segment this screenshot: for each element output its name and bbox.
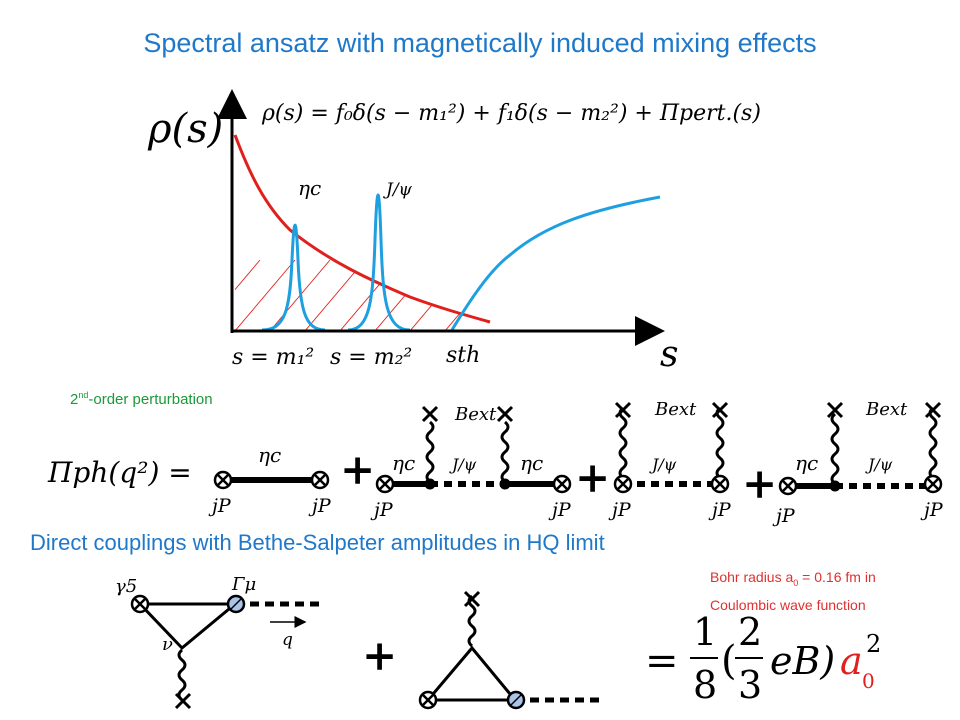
plot-xlabel: s [660, 334, 678, 375]
hatch-region [235, 259, 490, 330]
diagram-1: ηc jP jP [208, 443, 332, 517]
plus-2: + [575, 453, 610, 502]
svg-text:ν: ν [162, 634, 173, 655]
peak-label-etac: ηc [298, 176, 321, 200]
perturbation-note: 2nd-order perturbation [70, 390, 213, 408]
diagram-3: J/ψ Bext jP jP [608, 399, 732, 521]
jpsi-peak [347, 193, 411, 332]
svg-text:1: 1 [693, 610, 717, 654]
perturbation-diagrams: Πph(q²) = ηc jP jP + ηc J/ψ ηc Bext [47, 399, 944, 527]
slide-title: Spectral ansatz with magnetically induce… [143, 28, 817, 58]
svg-text:q: q [282, 630, 293, 650]
triangle-diagram-2 [418, 590, 600, 710]
peak-label-jpsi: J/ψ [383, 180, 413, 200]
x-mark-m1: s = m₁² [232, 345, 314, 370]
result-formula: = 1 8 ( 2 3 eB) a 0 2 [645, 610, 881, 707]
svg-text:Bext: Bext [454, 404, 497, 425]
svg-text:J/ψ: J/ψ [449, 455, 477, 474]
svg-text:jP: jP [208, 495, 232, 517]
svg-text:3: 3 [738, 663, 762, 707]
svg-text:Bext: Bext [654, 399, 697, 420]
triangle-diagram-1: γ5 Γμ ν q [115, 574, 322, 710]
coupling-diagrams: γ5 Γμ ν q + = 1 8 ( 2 3 eB) a [115, 574, 881, 710]
svg-text:Bext: Bext [865, 399, 908, 420]
eta-c-peak [261, 223, 326, 332]
svg-text:2: 2 [866, 630, 881, 658]
svg-text:=: = [645, 638, 679, 684]
svg-text:ηc: ηc [258, 443, 281, 467]
svg-text:jP: jP [548, 499, 572, 521]
bohr-radius-note: Bohr radius a0 = 0.16 fm in Coulombic wa… [710, 569, 876, 613]
diagram-2: ηc J/ψ ηc Bext jP jP [370, 404, 572, 521]
svg-text:jP: jP [370, 499, 394, 521]
pi-ph-lhs: Πph(q²) = [47, 456, 192, 489]
x-mark-m2: s = m₂² [330, 345, 412, 370]
svg-text:J/ψ: J/ψ [865, 455, 893, 474]
svg-text:jP: jP [608, 499, 632, 521]
couplings-subtitle: Direct couplings with Bethe-Salpeter amp… [30, 530, 605, 555]
svg-text:ηc: ηc [392, 451, 415, 475]
plus-1: + [340, 445, 375, 494]
svg-text:2: 2 [738, 610, 762, 654]
continuum-curve [450, 195, 661, 331]
svg-text:a: a [840, 639, 863, 683]
svg-text:Γμ: Γμ [231, 574, 256, 595]
svg-text:jP: jP [308, 495, 332, 517]
plot-ylabel: ρ(s) [147, 106, 223, 152]
perturbative-curve [233, 134, 491, 324]
svg-text:jP: jP [708, 499, 732, 521]
current-vertex-1r [310, 470, 330, 490]
plot-formula: ρ(s) = f₀δ(s − m₁²) + f₁δ(s − m₂²) + Πpe… [261, 101, 761, 126]
svg-text:J/ψ: J/ψ [649, 455, 677, 474]
svg-text:jP: jP [920, 499, 944, 521]
x-mark-sth: sth [446, 343, 480, 368]
plus-3: + [742, 459, 777, 508]
plus-coupling: + [362, 631, 397, 680]
svg-text:ηc: ηc [520, 451, 543, 475]
svg-text:jP: jP [772, 505, 796, 527]
svg-text:ηc: ηc [795, 451, 818, 475]
svg-text:8: 8 [693, 663, 717, 707]
svg-text:eB): eB) [770, 639, 835, 683]
svg-text:(: ( [721, 638, 737, 684]
current-vertex-1l [213, 470, 233, 490]
svg-text:0: 0 [862, 669, 875, 693]
diagram-4: ηc J/ψ Bext jP jP [772, 399, 944, 527]
spectral-plot: ρ(s) ρ(s) = f₀δ(s − m₁²) + f₁δ(s − m₂²) … [147, 89, 761, 375]
svg-text:γ5: γ5 [115, 576, 137, 597]
